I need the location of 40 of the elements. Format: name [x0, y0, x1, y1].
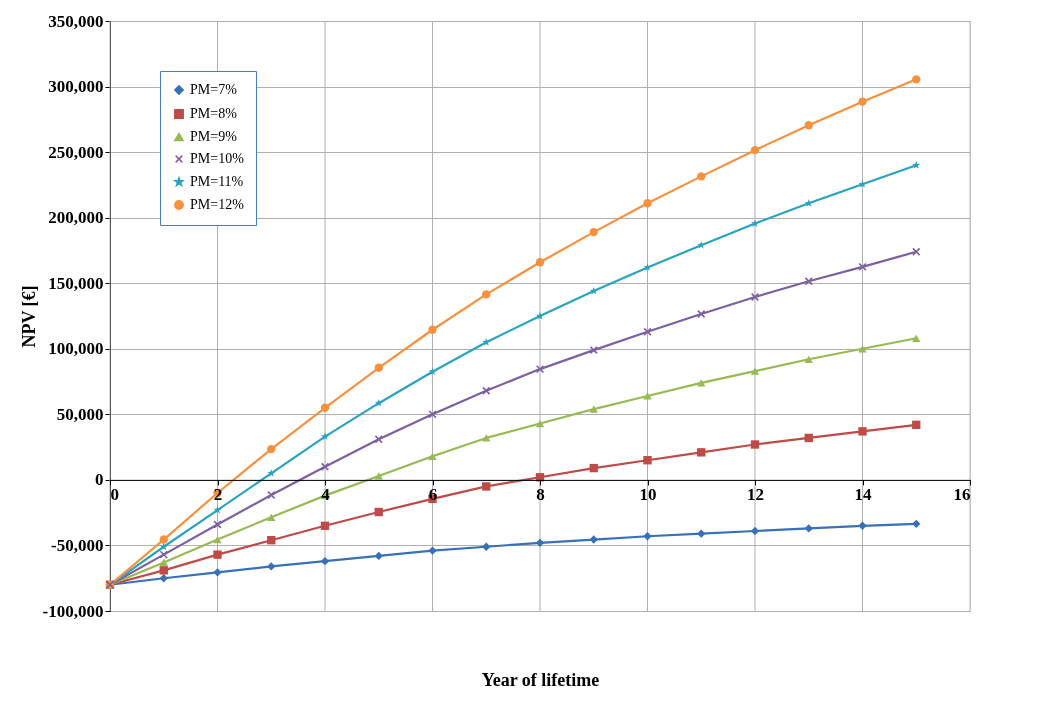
- legend-label: PM=7%: [190, 82, 238, 97]
- y-tick-label: 200,000: [48, 208, 104, 228]
- x-tick-label: 12: [747, 485, 764, 505]
- legend-label: PM=10%: [190, 151, 245, 166]
- y-tick-label: -100,000: [42, 601, 104, 621]
- point: [213, 520, 222, 529]
- y-tick-label: -50,000: [51, 535, 104, 555]
- point: [482, 386, 491, 395]
- point: [267, 490, 276, 500]
- legend-label: PM=8%: [190, 106, 238, 121]
- x-tick-label: 8: [536, 485, 545, 505]
- y-tick-label: 0: [95, 470, 104, 490]
- point: [589, 345, 598, 355]
- legend-label: PM=12%: [190, 197, 245, 212]
- point: [535, 364, 545, 374]
- point: [159, 550, 168, 559]
- point: [858, 262, 867, 271]
- y-tick-label: 100,000: [48, 339, 104, 359]
- x-tick-label: 10: [639, 485, 657, 505]
- y-tick-label: 350,000: [48, 11, 104, 31]
- point: [374, 435, 383, 444]
- point: [697, 309, 706, 319]
- y-tick-label: 300,000: [48, 77, 104, 97]
- point: [804, 277, 813, 286]
- x-axis-title: Year of lifetime: [481, 669, 600, 690]
- point: [320, 462, 330, 471]
- x-tick-label: 14: [854, 485, 872, 505]
- point: [912, 247, 921, 256]
- x-tick-label: 0: [110, 485, 119, 505]
- legend-label: PM=9%: [190, 129, 238, 144]
- y-tick-label: 150,000: [48, 273, 104, 293]
- point: [750, 292, 760, 302]
- y-axis-title: NPV [€]: [18, 285, 39, 348]
- legend-label: PM=11%: [190, 174, 244, 189]
- y-tick-label: 250,000: [48, 142, 104, 162]
- x-tick-label: 4: [321, 485, 331, 505]
- point: [643, 327, 652, 336]
- y-tick-label: 50,000: [56, 404, 104, 424]
- point: [428, 410, 437, 419]
- x-tick-label: 16: [953, 485, 971, 505]
